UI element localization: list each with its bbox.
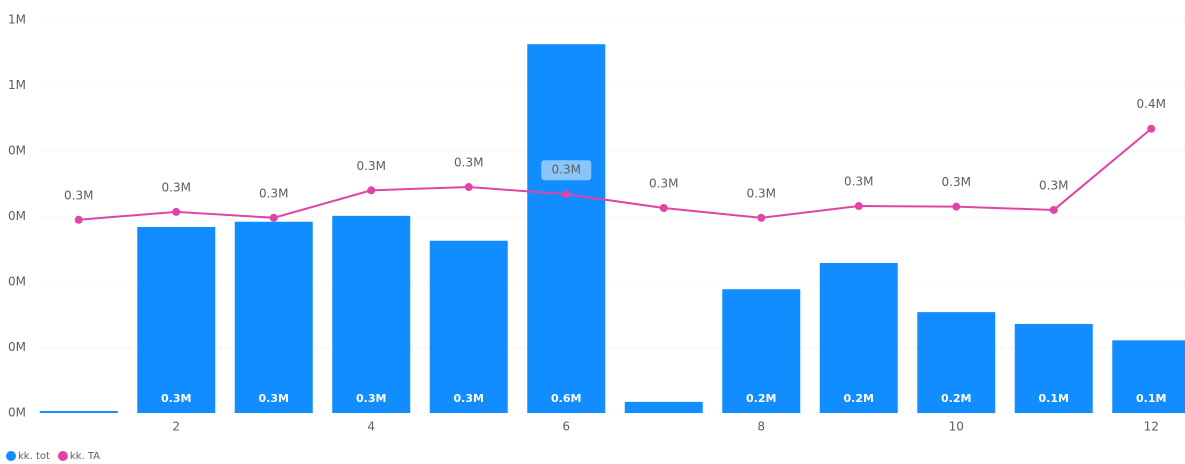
point (1147, 124, 1156, 133)
point-label: 0.3M (454, 156, 483, 170)
y-tick-label: 0M (8, 144, 26, 158)
bar-label: 0.3M (161, 392, 191, 405)
bar (332, 215, 411, 413)
y-tick-label: 0M (8, 209, 26, 223)
legend-label: kk. tot (18, 451, 50, 462)
point (172, 207, 181, 216)
label-highlight (541, 160, 592, 181)
y-tick-label: 0M (8, 275, 26, 289)
point (562, 190, 571, 199)
bar (234, 221, 313, 413)
point-label: 0.3M (259, 186, 288, 200)
legend-label: kk. TA (70, 451, 100, 462)
bar (39, 411, 118, 413)
bar (722, 289, 801, 413)
y-tick-label: 1M (8, 78, 26, 92)
bar-label: 0.1M (1039, 392, 1069, 405)
x-tick-label: 12 (1144, 420, 1159, 434)
point-label: 0.3M (162, 180, 191, 194)
point-label: 0.3M (357, 159, 386, 173)
x-tick-label: 10 (949, 420, 964, 434)
point (1049, 205, 1058, 214)
legend-swatch (6, 451, 16, 461)
point (74, 215, 83, 224)
point-label: 0.4M (1137, 97, 1166, 111)
bar-label: 0.2M (941, 392, 971, 405)
bar-label: 0.3M (259, 392, 289, 405)
bar (137, 226, 216, 413)
legend-swatch (57, 451, 68, 461)
bar (819, 263, 898, 413)
bar-label: 0.2M (844, 392, 874, 405)
point-label: 0.3M (844, 175, 873, 189)
point (854, 202, 863, 211)
y-tick-label: 0M (8, 406, 26, 420)
point-label: 0.3M (747, 186, 776, 200)
x-tick-label: 6 (562, 420, 570, 434)
x-tick-label: 8 (757, 420, 765, 434)
bar (624, 401, 703, 413)
point (659, 203, 668, 212)
point (269, 213, 278, 222)
bar (917, 312, 996, 413)
point-label: 0.3M (649, 176, 678, 190)
point-label: 0.3M (1039, 178, 1068, 192)
point-label: 0.3M (942, 175, 971, 189)
bar (527, 44, 606, 414)
point (757, 213, 766, 222)
bar-label: 0.2M (746, 392, 776, 405)
x-tick-label: 4 (367, 420, 375, 434)
bar-label: 0.6M (551, 392, 581, 405)
y-tick-label: 0M (8, 340, 26, 354)
bar (1112, 340, 1185, 413)
line (78, 127, 1152, 221)
point-label: 0.3M (552, 163, 581, 177)
bar-label: 0.3M (356, 392, 386, 405)
point (464, 183, 473, 192)
bar-label: 0.1M (1136, 392, 1166, 405)
point (367, 186, 376, 195)
bar (1014, 323, 1093, 413)
y-tick-label: 1M (8, 13, 26, 27)
point (952, 202, 961, 211)
point-label: 0.3M (64, 188, 93, 202)
bar-label: 0.3M (454, 392, 484, 405)
bar (429, 240, 508, 413)
x-tick-label: 2 (172, 420, 180, 434)
